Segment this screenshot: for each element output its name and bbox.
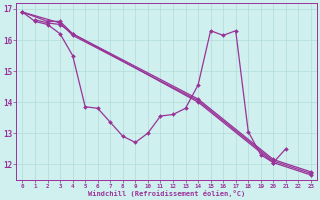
X-axis label: Windchill (Refroidissement éolien,°C): Windchill (Refroidissement éolien,°C) <box>88 190 245 197</box>
